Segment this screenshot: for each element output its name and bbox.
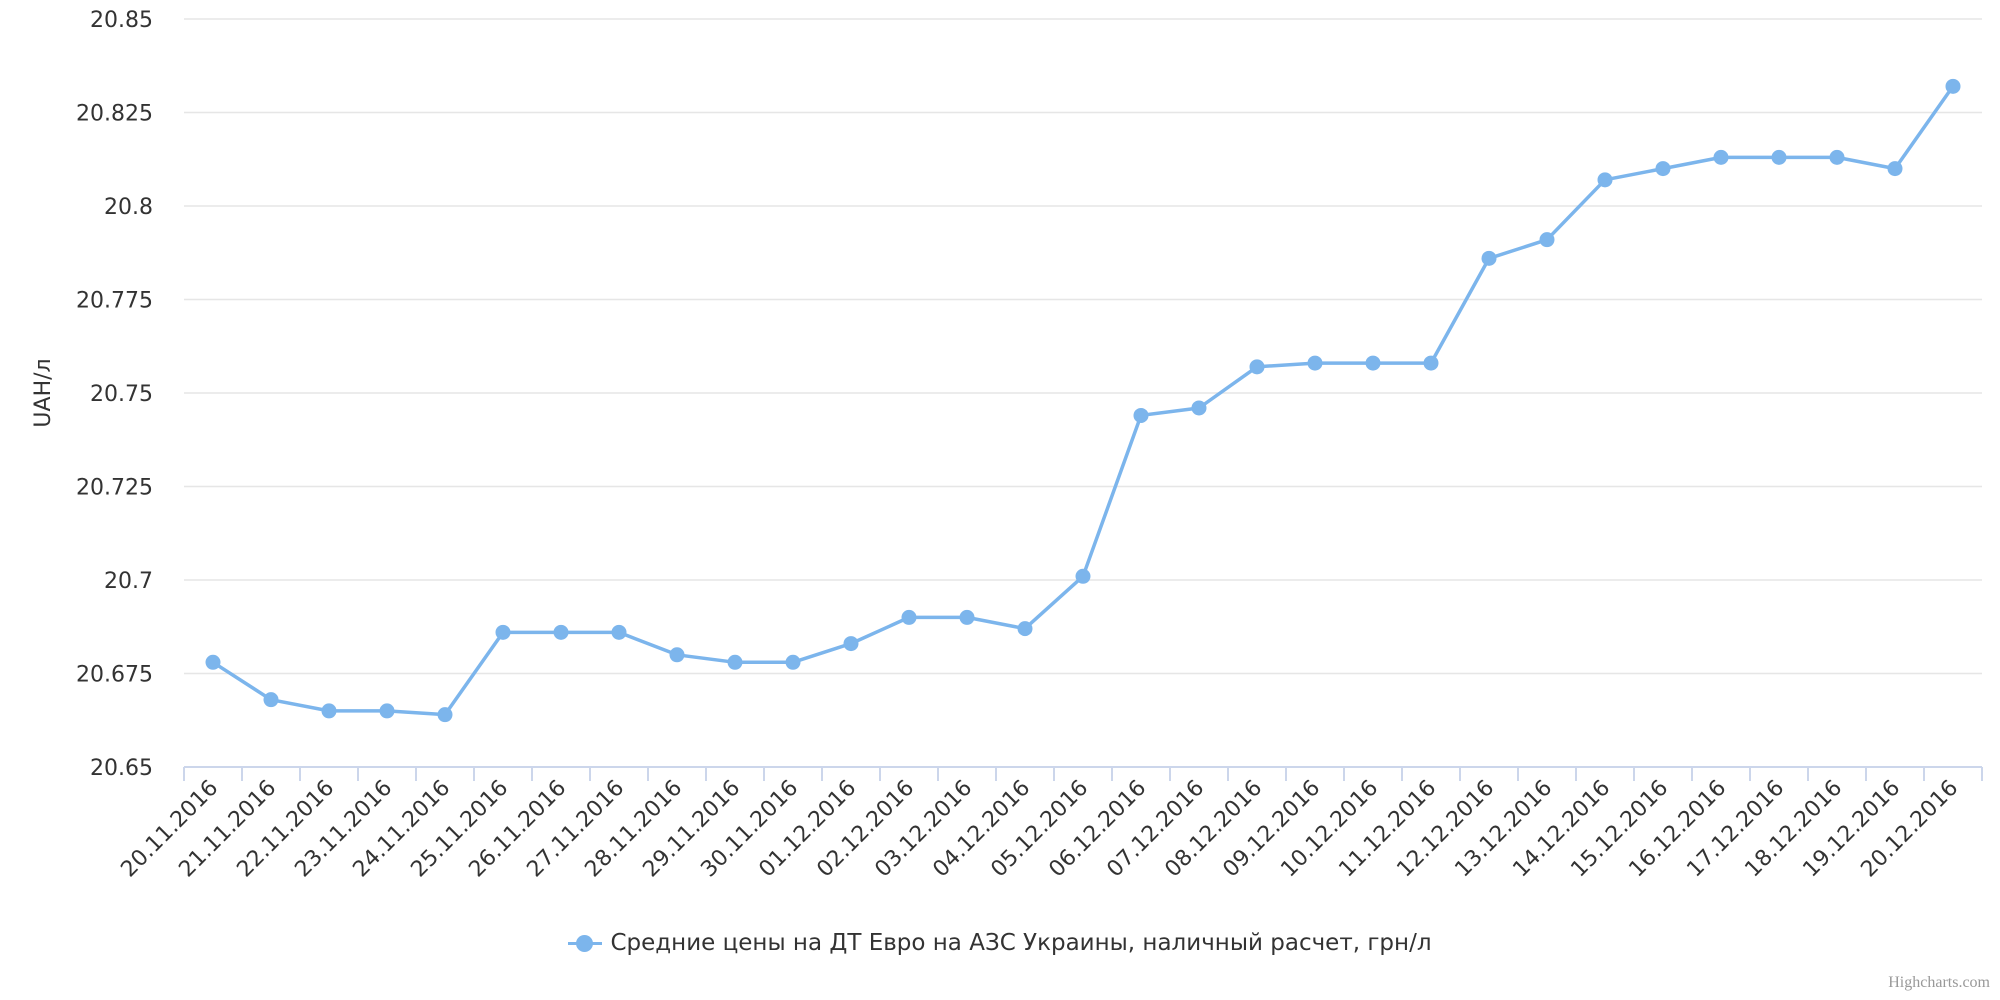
data-point[interactable] bbox=[1945, 78, 1961, 94]
data-point[interactable] bbox=[321, 703, 337, 719]
legend-label: Средние цены на ДТ Евро на АЗС Украины, … bbox=[610, 930, 1432, 956]
data-point[interactable] bbox=[379, 703, 395, 719]
data-point[interactable] bbox=[901, 609, 917, 625]
data-point[interactable] bbox=[437, 707, 453, 723]
data-point[interactable] bbox=[727, 654, 743, 670]
data-point[interactable] bbox=[205, 654, 221, 670]
data-point[interactable] bbox=[1655, 161, 1671, 177]
y-tick-label: 20.65 bbox=[90, 756, 153, 781]
data-point[interactable] bbox=[553, 624, 569, 640]
y-tick-label: 20.775 bbox=[76, 289, 153, 314]
data-point[interactable] bbox=[1133, 407, 1149, 423]
y-tick-label: 20.85 bbox=[90, 8, 153, 33]
data-point[interactable] bbox=[1771, 149, 1787, 165]
y-axis-tick-labels: 20.65 20.675 20.7 20.725 20.75 20.775 20.8 20.8… bbox=[76, 8, 153, 781]
credits-link[interactable]: Highcharts.com bbox=[1888, 974, 1990, 991]
data-point[interactable] bbox=[785, 654, 801, 670]
data-point[interactable] bbox=[843, 636, 859, 652]
y-tick-label: 20.675 bbox=[76, 663, 153, 688]
series-group bbox=[205, 78, 1961, 723]
x-axis bbox=[183, 766, 1983, 781]
data-point[interactable] bbox=[1597, 172, 1613, 188]
y-tick-label: 20.7 bbox=[104, 569, 153, 594]
x-axis-tick-labels: 20.11.201621.11.201622.11.201623.11.2016… bbox=[116, 776, 1963, 883]
data-point[interactable] bbox=[1481, 250, 1497, 266]
y-tick-label: 20.825 bbox=[76, 102, 153, 127]
y-axis-title: UAH/л bbox=[31, 358, 56, 427]
data-point[interactable] bbox=[1713, 149, 1729, 165]
data-point[interactable] bbox=[1249, 359, 1265, 375]
data-point[interactable] bbox=[959, 609, 975, 625]
legend-marker-icon bbox=[568, 933, 603, 953]
data-point[interactable] bbox=[1829, 149, 1845, 165]
series-line bbox=[211, 84, 1955, 717]
data-point[interactable] bbox=[1307, 355, 1323, 371]
legend-item[interactable]: Средние цены на ДТ Евро на АЗС Украины, … bbox=[568, 930, 1432, 956]
data-point[interactable] bbox=[495, 624, 511, 640]
data-point[interactable] bbox=[1539, 232, 1555, 248]
data-point[interactable] bbox=[1017, 621, 1033, 637]
data-point[interactable] bbox=[263, 692, 279, 708]
y-tick-label: 20.725 bbox=[76, 476, 153, 501]
data-point[interactable] bbox=[1191, 400, 1207, 416]
data-point[interactable] bbox=[669, 647, 685, 663]
legend[interactable]: Средние цены на ДТ Евро на АЗС Украины, … bbox=[0, 930, 2000, 959]
data-point[interactable] bbox=[1423, 355, 1439, 371]
data-point[interactable] bbox=[1887, 161, 1903, 177]
y-tick-label: 20.8 bbox=[104, 195, 153, 220]
y-tick-label: 20.75 bbox=[90, 382, 153, 407]
data-point[interactable] bbox=[1365, 355, 1381, 371]
data-point[interactable] bbox=[1075, 568, 1091, 584]
grid-lines bbox=[184, 18, 1982, 675]
data-point[interactable] bbox=[611, 624, 627, 640]
